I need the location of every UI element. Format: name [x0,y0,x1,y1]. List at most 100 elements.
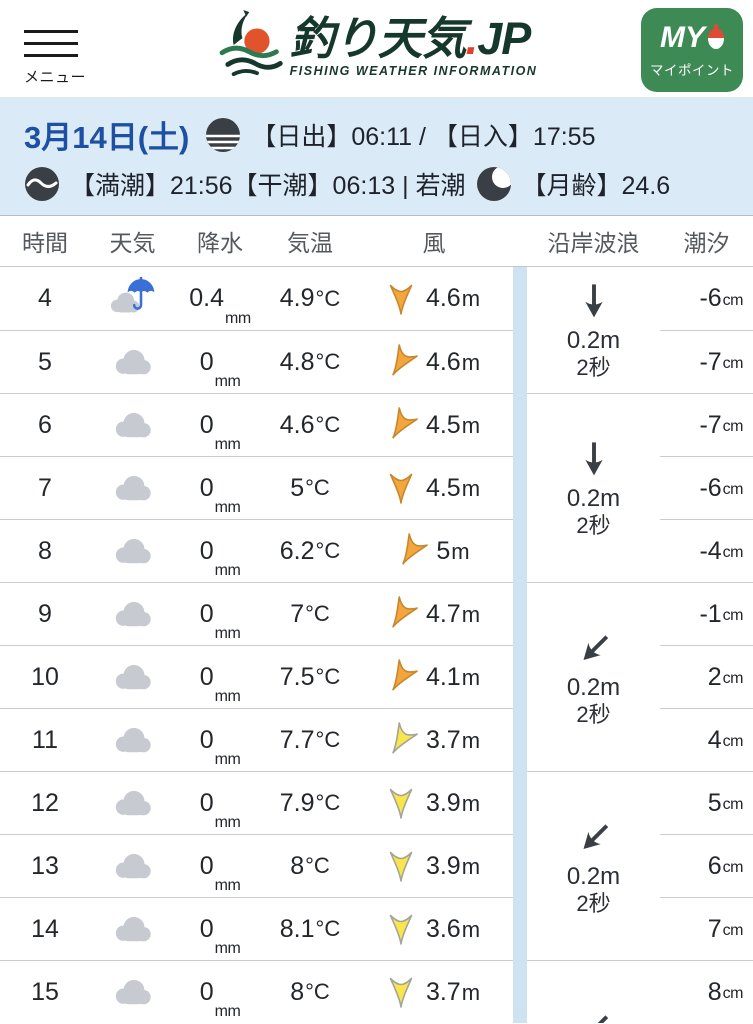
weather-cell [90,457,175,519]
temp-cell-value: 4.9 [279,284,315,312]
unit-label: mm [214,751,241,768]
weather-cell [90,961,175,1023]
wind-speed: 4.5m [426,474,480,503]
temp-cell: 8 °C [265,835,355,897]
precip-cell: 0 mm [175,898,265,960]
col-header-waves: 沿岸波浪 [547,230,640,256]
wind-speed-value: 3.6 [425,914,461,943]
my-point-button[interactable]: MY マイポイント [641,8,743,92]
temp-cell: 7.5 °C [265,646,355,708]
wind-cell: 4.7m [355,583,513,645]
unit-label: cm [722,544,744,561]
wave-arrow-down-left-icon [568,1004,618,1023]
wind-speed-value: 5 [436,536,451,565]
weather-cell [90,394,175,456]
table-row: 7 0 mm 5 °C 4.5m [0,456,513,519]
unit-label: °C [315,285,341,311]
unit-label: °C [315,412,341,437]
precip-cell: 0 mm [175,961,265,1023]
site-logo[interactable]: 釣り天気.JP FISHING WEATHER INFORMATION [216,8,538,85]
date-label: 3月14日(土) [24,120,190,155]
unit-label: mm [214,877,241,894]
unit-label: mm [225,310,251,327]
table-row: 11 0 mm 7.7 °C 3.7m [0,708,513,771]
cloud-icon [115,412,151,438]
wind-speed: 3.9m [426,789,480,818]
tide-cell: -7 cm [660,393,753,456]
day-summary-bar: 3月14日(土) 【日出】06:11 / 【日入】17:55 【満潮】 [0,98,753,215]
tide-value: 7 [707,914,722,943]
tide-cell: 8 cm [660,960,753,1023]
precip-cell: 0 mm [175,646,265,708]
wind-cell: 3.7m [355,961,513,1023]
tide-value: 6 [707,851,722,880]
unit-label: mm [214,1003,241,1020]
cloud-icon [107,403,159,447]
wind-direction-arrow-icon [388,912,414,946]
wind-cell: 4.5m [355,457,513,519]
weather-cell [90,898,175,960]
tide-cell: 5 cm [660,771,753,834]
moon-phase-icon [476,166,512,202]
precip-cell: 0 mm [175,520,265,582]
cloud-icon [107,970,159,1014]
temp-cell-value: 8 [290,851,305,880]
unit-label: m [461,412,481,438]
unit-label: °C [315,727,341,752]
wind-cell: 3.9m [355,835,513,897]
tide-cell: -6 cm [660,267,753,330]
tide-value: -6 [699,284,722,312]
col-header-weather: 天気 [109,230,156,256]
wind-speed: 3.9m [426,852,480,881]
wind-direction-arrow-icon [391,530,431,573]
table-row: 6 0 mm 4.6 °C 4.5m [0,393,513,456]
wind-speed-value: 3.7 [425,977,461,1006]
tide-cell: -1 cm [660,582,753,645]
wave-group-cell: 0.2m 2秒 [527,393,660,582]
wind-cell: 3.9m [355,772,513,834]
wind-direction-arrow-icon [381,341,421,384]
unit-label: cm [722,355,744,372]
wave-height: 0.2m [566,327,621,355]
tide-cell: 2 cm [660,645,753,708]
tide-wave-icon [24,166,60,202]
tide-value: -4 [699,536,722,565]
unit-label: m [461,790,481,816]
menu-button[interactable]: メニュー [24,30,86,87]
weather-cell [90,709,175,771]
cloud-icon [107,466,159,510]
unit-label: °C [315,664,341,689]
wave-group-cell: 0.2m 2秒 [527,267,660,393]
wind-speed: 3.7m [426,978,480,1007]
wind-speed: 3.6m [426,915,480,944]
wave-arrow-down-left-icon [568,624,618,674]
wave-group-cell [527,960,660,1023]
temp-cell: 6.2 °C [265,520,355,582]
wind-cell: 3.7m [355,709,513,771]
weather-cell [90,267,175,330]
hour-cell: 13 [31,851,59,880]
logo-title: 釣り天気.JP [289,12,532,64]
precip-cell-value: 0 [199,851,214,880]
wind-speed: 4.1m [426,663,480,692]
wave-arrow-down-icon [581,280,607,325]
hour-cell: 7 [38,473,52,502]
logo-subtitle: FISHING WEATHER INFORMATION [289,63,538,78]
cloud-icon [115,601,151,627]
tide-value: 4 [707,725,722,754]
hour-cell: 15 [31,977,59,1006]
temp-cell-value: 7.7 [279,725,315,754]
temp-cell: 4.8 °C [265,331,355,393]
wind-speed: 4.5m [426,411,480,440]
unit-label: m [451,538,470,564]
unit-label: cm [722,607,744,624]
hour-cell: 6 [38,410,52,439]
fish-sun-logo-icon [216,8,284,85]
unit-label: mm [214,940,241,957]
hour-cell: 5 [38,347,52,376]
wave-height: 0.2m [566,863,621,891]
table-row: 8 0 mm 6.2 °C 5m [0,519,513,582]
wind-direction-arrow-icon [381,404,421,447]
table-row: 12 0 mm 7.9 °C 3.9m [0,771,513,834]
